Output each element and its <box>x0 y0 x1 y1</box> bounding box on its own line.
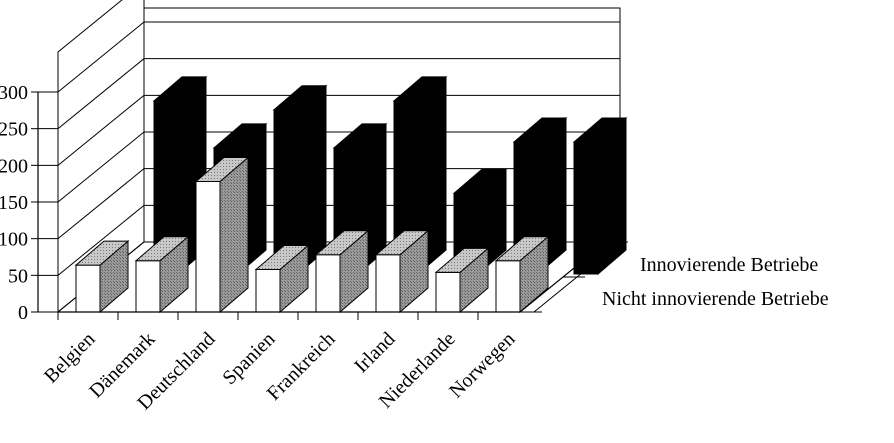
bar-nicht-innovierende-1-top <box>134 236 190 262</box>
bar-innovierende-6-top <box>512 117 568 143</box>
legend: Innovierende Betriebe Nicht innovierende… <box>602 254 829 310</box>
bar-nicht-innovierende-4-front <box>315 254 341 313</box>
y-tick-label: 200 <box>0 155 28 177</box>
gridline-side <box>57 204 145 276</box>
y-tick-label: 100 <box>0 229 28 251</box>
x-tick-label-0: Belgien <box>40 328 100 388</box>
bar-innovierende-7-front <box>573 141 599 275</box>
bar-innovierende-1-top <box>212 123 268 149</box>
bar-innovierende-7-side <box>597 116 627 276</box>
bar-nicht-innovierende-0 <box>74 240 130 314</box>
bar-nicht-innovierende-7-front <box>495 260 521 313</box>
y-tick-label: 300 <box>0 82 28 104</box>
bar-nicht-innovierende-5-front <box>375 254 401 313</box>
bar-nicht-innovierende-7 <box>494 235 550 314</box>
bar-nicht-innovierende-6-top <box>434 247 490 273</box>
bar-nicht-innovierende-6-front <box>435 271 461 313</box>
bar-nicht-innovierende-3 <box>254 244 310 314</box>
bar-innovierende-0-top <box>152 76 208 102</box>
bar-innovierende-7 <box>572 116 628 276</box>
bar-nicht-innovierende-5 <box>374 229 430 314</box>
bar-innovierende-7-top <box>572 117 628 143</box>
bar-nicht-innovierende-1-front <box>135 260 161 313</box>
x-tick-label-7: Norwegen <box>445 328 519 402</box>
bar-nicht-innovierende-4-top <box>314 230 370 256</box>
bar-nicht-innovierende-3-top <box>254 245 310 270</box>
gridline-side <box>57 21 145 93</box>
gridline-side <box>57 94 145 166</box>
y-tick-label: 250 <box>0 119 28 141</box>
x-tick-label-5: Irland <box>350 328 399 377</box>
bar-innovierende-5-top <box>452 168 508 194</box>
series-nicht-innovierende-betriebe <box>74 156 550 314</box>
bar-nicht-innovierende-0-front <box>75 264 101 313</box>
bar-nicht-innovierende-1 <box>134 235 190 314</box>
bar-innovierende-4-top <box>392 76 448 102</box>
bar-nicht-innovierende-2-top <box>194 157 250 182</box>
bar-nicht-innovierende-2 <box>194 156 250 314</box>
y-tick-label: 150 <box>0 192 28 214</box>
bar-nicht-innovierende-7-top <box>494 236 550 262</box>
gridline-side <box>57 168 145 240</box>
bar-innovierende-2-top <box>272 85 328 111</box>
bar-nicht-innovierende-4 <box>314 229 370 314</box>
bar-nicht-innovierende-2-side <box>219 156 249 314</box>
y-tick-label: 50 <box>8 265 28 287</box>
y-tick-label: 0 <box>18 302 28 324</box>
bar-nicht-innovierende-3-front <box>255 269 281 313</box>
y-axis: 0 50 100 150 200 250 300 <box>0 82 58 324</box>
bar-nicht-innovierende-0-top <box>74 240 130 266</box>
bar-nicht-innovierende-2-front <box>195 181 221 313</box>
x-tick-label-3: Spanien <box>218 328 279 389</box>
legend-item-innovierende: Innovierende Betriebe <box>640 254 818 276</box>
bar-nicht-innovierende-5-top <box>374 230 430 256</box>
bar-innovierende-3-top <box>332 123 388 149</box>
bar-nicht-innovierende-6 <box>434 247 490 314</box>
gridline-side <box>57 131 145 203</box>
gridline-side <box>57 58 145 130</box>
legend-item-nicht-innovierende: Nicht innovierende Betriebe <box>602 288 829 310</box>
